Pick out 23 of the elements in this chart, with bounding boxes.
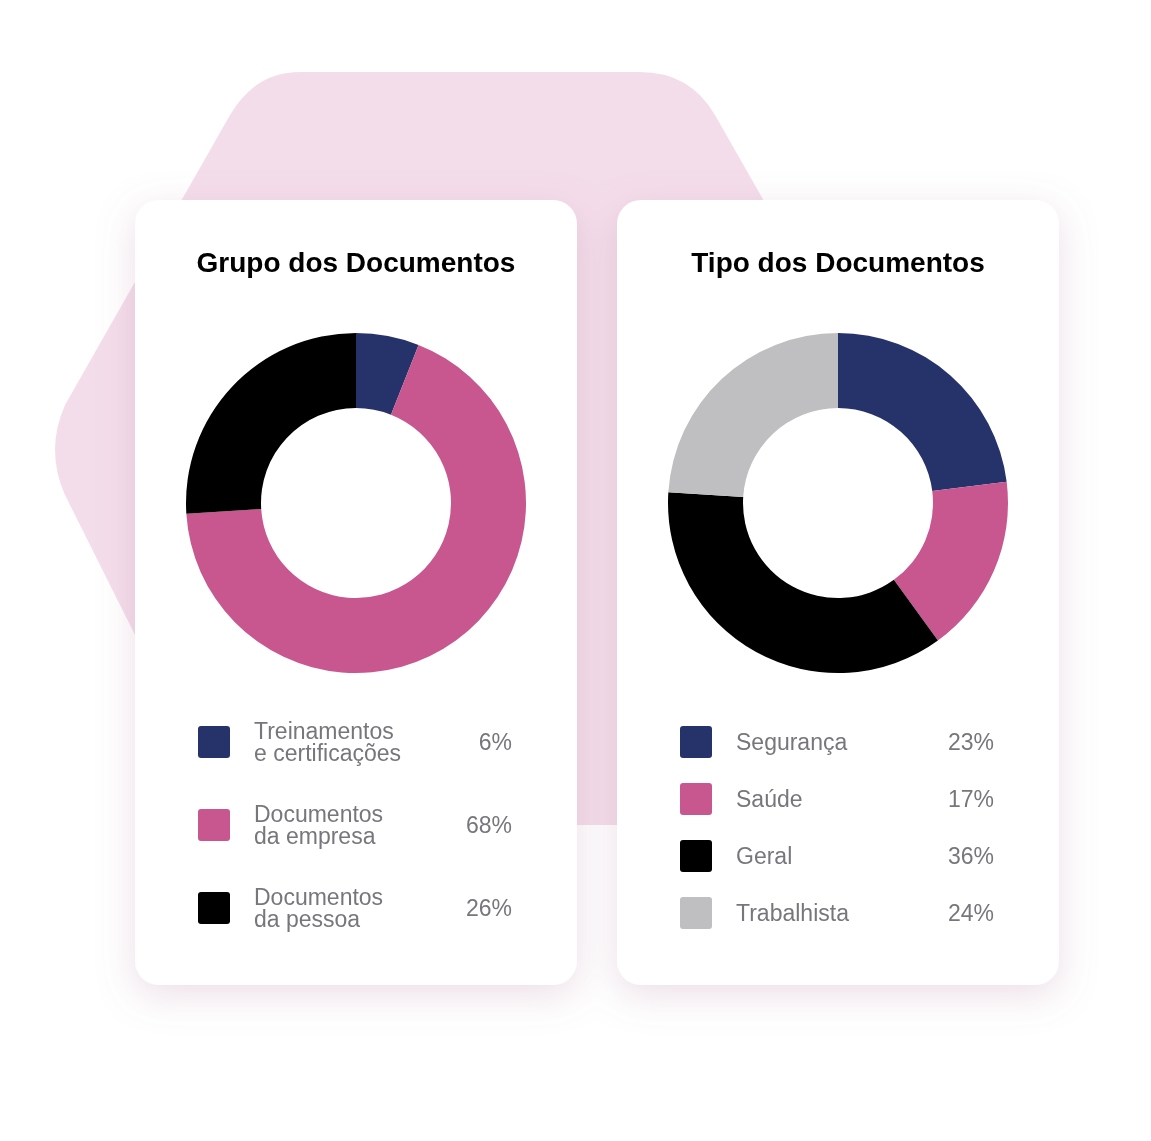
legend-label: Segurança — [736, 729, 848, 755]
donut-slice — [838, 333, 1007, 492]
data-label: 36% — [947, 843, 994, 869]
donut-slice — [668, 333, 838, 498]
data-label: 6% — [478, 729, 512, 755]
donut-slice — [668, 492, 938, 673]
data-label: 26% — [465, 895, 512, 921]
chart-title: Grupo dos Documentos — [196, 247, 516, 278]
legend-label: Saúde — [736, 786, 803, 812]
legend-label: Geral — [736, 843, 793, 869]
data-label: 23% — [947, 729, 994, 755]
data-label: 17% — [947, 786, 994, 812]
legend-label: Documentos da empresa — [254, 801, 384, 849]
chart-title: Tipo dos Documentos — [691, 247, 985, 278]
data-label: 24% — [947, 900, 994, 926]
donut-slice — [893, 481, 1008, 641]
legend-label: Treinamentos e certificações — [254, 718, 402, 766]
donut-slice — [356, 333, 419, 415]
donut-slice — [186, 344, 526, 673]
donut-slice — [186, 333, 356, 514]
data-label: 68% — [465, 812, 512, 838]
legend-label: Documentos da pessoa — [254, 884, 384, 932]
legend-label: Trabalhista — [736, 900, 850, 926]
